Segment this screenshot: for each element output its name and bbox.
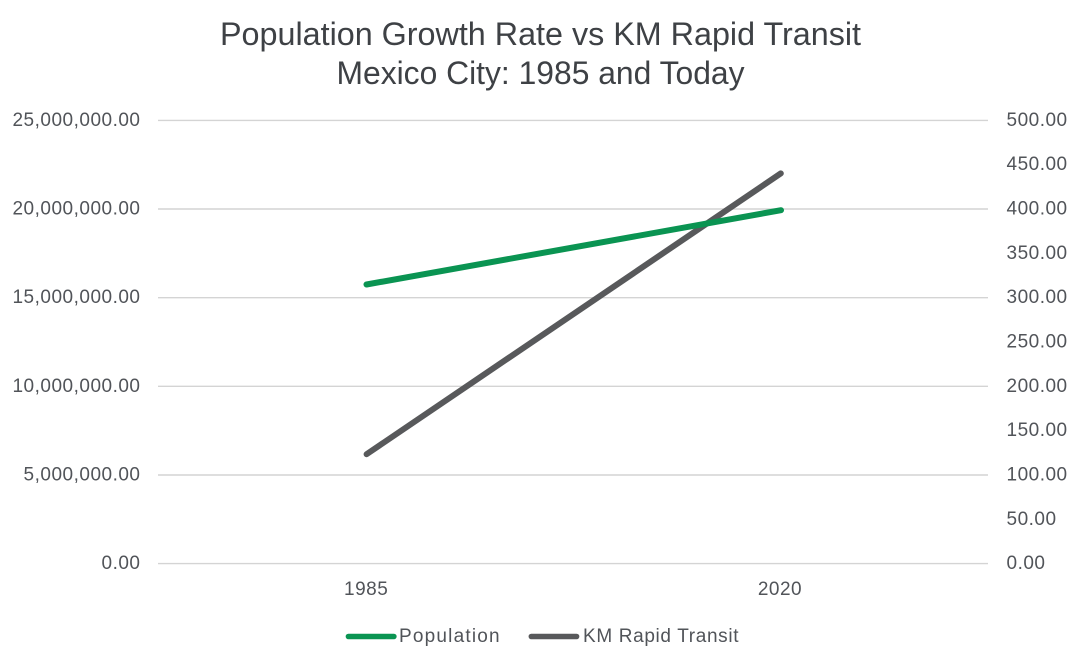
svg-text:1985: 1985: [344, 579, 388, 600]
svg-text:KM Rapid Transit: KM Rapid Transit: [583, 626, 739, 647]
svg-text:Population: Population: [399, 626, 501, 647]
svg-text:300.00: 300.00: [1007, 287, 1068, 308]
svg-text:250.00: 250.00: [1007, 332, 1068, 353]
svg-text:450.00: 450.00: [1007, 154, 1068, 175]
svg-text:10,000,000.00: 10,000,000.00: [12, 376, 140, 397]
svg-text:0.00: 0.00: [102, 553, 141, 574]
svg-text:150.00: 150.00: [1007, 420, 1068, 441]
svg-text:5,000,000.00: 5,000,000.00: [24, 465, 141, 486]
svg-text:50.00: 50.00: [1007, 509, 1057, 530]
svg-text:25,000,000.00: 25,000,000.00: [12, 110, 140, 131]
svg-text:Mexico City: 1985 and Today: Mexico City: 1985 and Today: [337, 55, 745, 91]
svg-text:2020: 2020: [758, 579, 802, 600]
svg-text:400.00: 400.00: [1007, 199, 1068, 220]
svg-text:100.00: 100.00: [1007, 465, 1068, 486]
svg-text:500.00: 500.00: [1007, 110, 1068, 131]
svg-text:20,000,000.00: 20,000,000.00: [12, 199, 140, 220]
svg-text:15,000,000.00: 15,000,000.00: [12, 287, 140, 308]
svg-text:350.00: 350.00: [1007, 243, 1068, 264]
svg-text:Population Growth Rate vs KM R: Population Growth Rate vs KM Rapid Trans…: [220, 16, 861, 52]
svg-text:200.00: 200.00: [1007, 376, 1068, 397]
svg-text:0.00: 0.00: [1007, 553, 1046, 574]
